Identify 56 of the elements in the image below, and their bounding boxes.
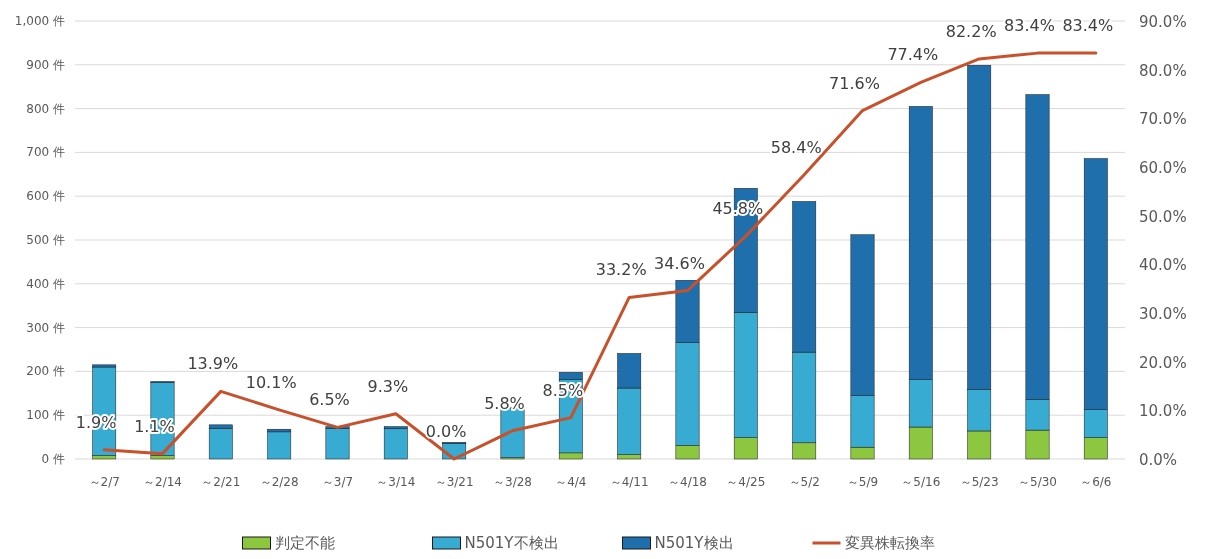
x-tick-label: ～2/28 (259, 475, 299, 489)
legend-label: N501Y不検出 (464, 534, 559, 552)
data-label: 83.4% (1004, 16, 1055, 36)
x-tick-label: ～5/9 (846, 475, 879, 489)
x-tick-label: ～4/25 (726, 475, 766, 489)
x-tick-label: ～5/30 (1018, 475, 1057, 489)
x-tick-label: ～2/7 (88, 475, 120, 489)
legend-label: 判定不能 (274, 534, 335, 552)
y2-tick-label: 30.0% (1139, 305, 1187, 323)
data-label: 77.4% (887, 45, 939, 65)
y2-tick-label: 40.0% (1139, 256, 1187, 275)
x-tick-label: ～5/16 (901, 475, 941, 489)
y-tick-label: 500 件 (26, 233, 65, 247)
y2-tick-label: 0.0% (1139, 451, 1178, 469)
x-tick-label: ～4/18 (668, 475, 707, 489)
data-label: 82.2% (945, 21, 997, 41)
data-label: 0.0% (425, 422, 467, 441)
x-tick-label: ～3/21 (434, 475, 474, 489)
y-tick-label: 100 件 (26, 408, 65, 423)
data-label: 6.5% (309, 390, 350, 410)
y2-tick-label: 60.0% (1139, 159, 1187, 177)
data-label: 13.9% (187, 354, 239, 374)
data-label: 9.3% (367, 376, 409, 396)
data-label: 10.1% (245, 372, 297, 392)
data-label: 34.6% (654, 253, 705, 273)
data-label: 58.4% (770, 137, 822, 157)
y2-tick-label: 90.0% (1139, 13, 1187, 31)
y-tick-label: 400 件 (26, 276, 65, 291)
y-tick-label: 800 件 (26, 101, 65, 116)
x-tick-label: ～2/21 (201, 475, 241, 489)
x-tick-label: ～4/11 (609, 475, 649, 489)
legend-label: 変異株転換率 (844, 534, 935, 552)
x-tick-label: ～3/7 (321, 475, 354, 489)
y-tick-label: 700 件 (26, 145, 65, 160)
y2-tick-label: 10.0% (1139, 402, 1187, 421)
y2-tick-label: 80.0% (1139, 61, 1187, 80)
x-tick-label: ～3/14 (376, 475, 416, 489)
y2-tick-label: 20.0% (1139, 353, 1187, 372)
y-tick-label: 900 件 (26, 57, 65, 72)
y-tick-label: 200 件 (26, 364, 65, 379)
y2-tick-label: 70.0% (1139, 110, 1187, 129)
data-label: 83.4% (1062, 16, 1114, 36)
y-tick-label: 600 件 (26, 189, 65, 204)
data-label: 33.2% (595, 260, 647, 280)
y2-tick-label: 50.0% (1139, 207, 1187, 226)
x-tick-label: ～5/2 (788, 475, 820, 489)
x-tick-label: ～3/28 (493, 475, 532, 489)
x-tick-label: ～2/14 (143, 475, 182, 489)
x-tick-label: ～6/6 (1080, 475, 1112, 489)
y-tick-label: 300 件 (26, 320, 65, 335)
data-label: 71.6% (829, 73, 880, 93)
y-tick-label: 0 件 (41, 452, 65, 466)
x-tick-label: ～5/23 (959, 475, 999, 489)
x-tick-label: ～4/4 (555, 475, 587, 489)
y-tick-label: 1,000 件 (14, 14, 65, 28)
legend-label: N501Y検出 (654, 534, 734, 552)
